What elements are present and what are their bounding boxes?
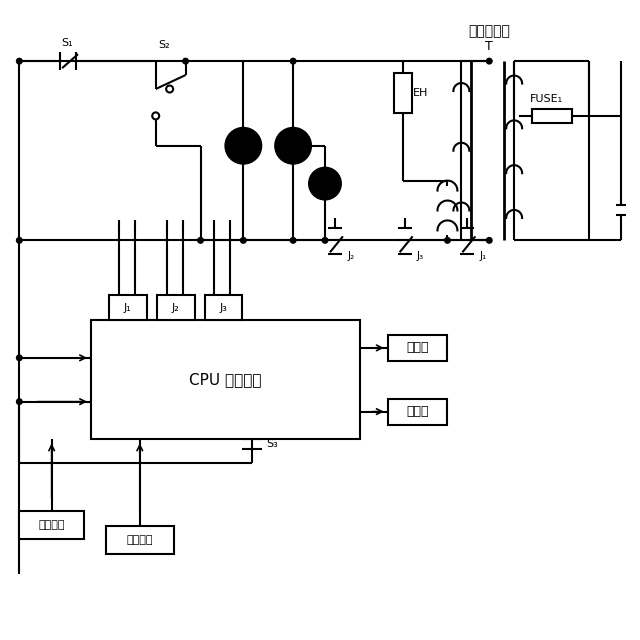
Text: J₃: J₃ xyxy=(220,303,227,312)
Circle shape xyxy=(17,355,22,360)
Text: T: T xyxy=(485,40,493,52)
Bar xyxy=(388,335,447,361)
Bar xyxy=(205,295,243,320)
Text: J₁: J₁ xyxy=(479,252,487,261)
Circle shape xyxy=(17,58,22,64)
Text: S₂: S₂ xyxy=(158,40,170,50)
Circle shape xyxy=(17,399,22,404)
Text: EH: EH xyxy=(413,88,428,98)
Text: 时钟电路: 时钟电路 xyxy=(127,535,153,545)
Bar xyxy=(157,295,195,320)
Text: 显示器: 显示器 xyxy=(406,405,429,418)
Text: CPU 控制电路: CPU 控制电路 xyxy=(189,372,262,387)
Bar xyxy=(532,109,572,123)
Text: 按键键盘: 按键键盘 xyxy=(38,520,65,530)
Bar xyxy=(91,320,360,440)
Text: M₁: M₁ xyxy=(286,141,300,151)
Bar xyxy=(394,73,412,113)
Circle shape xyxy=(225,128,261,164)
Text: 蜂鸣器: 蜂鸣器 xyxy=(406,341,429,355)
Circle shape xyxy=(198,237,204,243)
Text: FUSE₁: FUSE₁ xyxy=(530,94,563,104)
Circle shape xyxy=(183,58,188,64)
Circle shape xyxy=(445,237,450,243)
Bar xyxy=(388,399,447,424)
Circle shape xyxy=(486,58,492,64)
Text: 漏感变压器: 漏感变压器 xyxy=(468,24,510,38)
Text: J₂: J₂ xyxy=(348,252,355,261)
Circle shape xyxy=(322,237,328,243)
Circle shape xyxy=(17,237,22,243)
Text: J₃: J₃ xyxy=(417,252,424,261)
Text: S₁: S₁ xyxy=(61,38,73,48)
Text: M₂: M₂ xyxy=(318,179,332,189)
Circle shape xyxy=(291,58,296,64)
Text: S₃: S₃ xyxy=(266,440,278,449)
Bar xyxy=(19,511,84,539)
Circle shape xyxy=(275,128,311,164)
Circle shape xyxy=(241,237,246,243)
Bar xyxy=(106,526,173,554)
Text: J₂: J₂ xyxy=(172,303,179,312)
Bar xyxy=(109,295,147,320)
Circle shape xyxy=(309,168,341,200)
Text: J₁: J₁ xyxy=(124,303,132,312)
Circle shape xyxy=(486,237,492,243)
Circle shape xyxy=(291,237,296,243)
